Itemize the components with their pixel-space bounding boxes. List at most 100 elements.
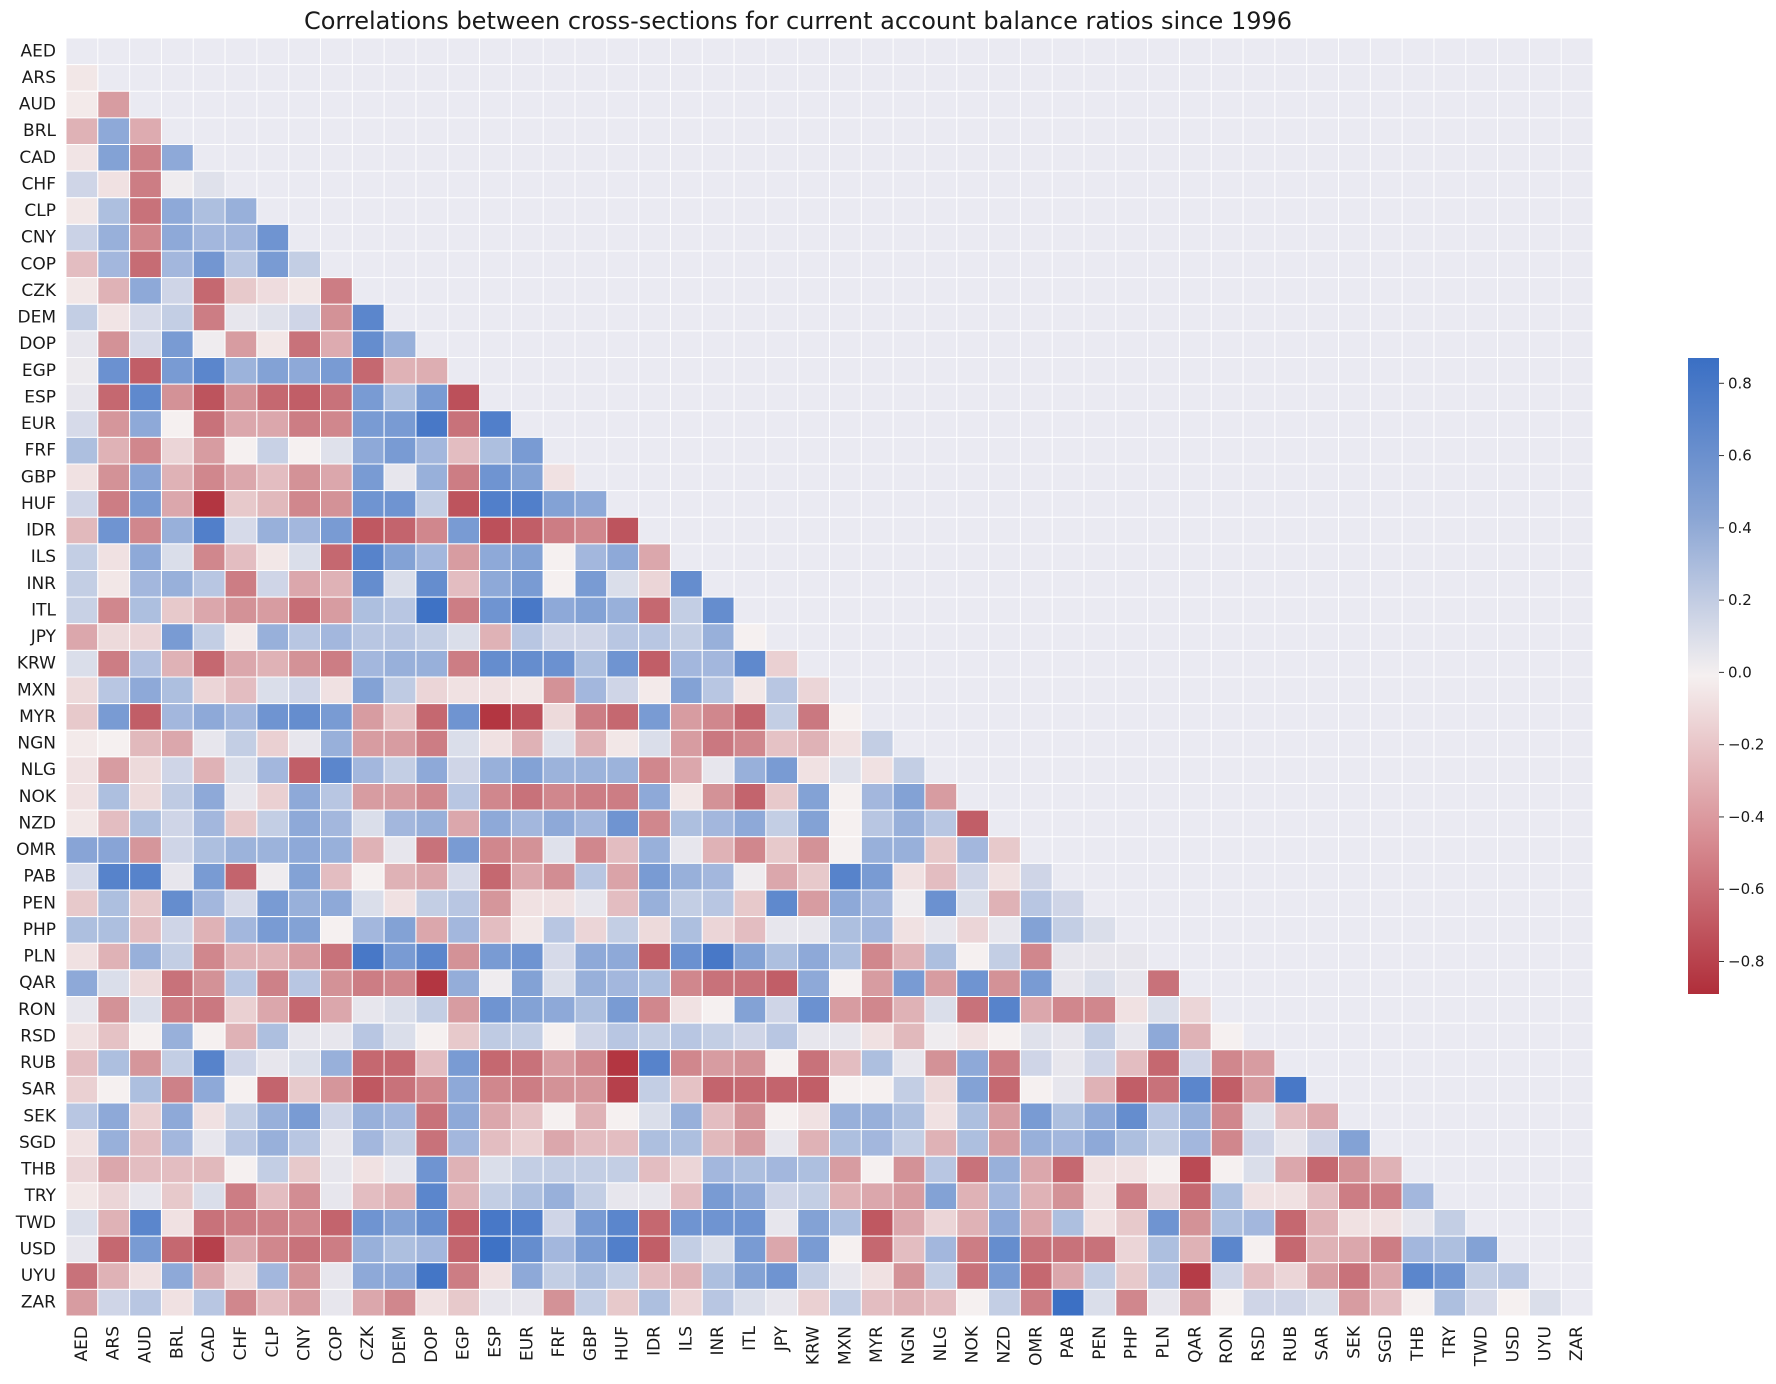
heatmap-cell <box>256 410 290 438</box>
heatmap-cell <box>1051 1022 1085 1051</box>
heatmap-cell <box>669 1102 703 1131</box>
heatmap-cell <box>1083 1262 1117 1290</box>
heatmap-cell <box>256 889 290 918</box>
heatmap-cell <box>542 1235 576 1264</box>
heatmap-cell <box>479 1235 512 1264</box>
heatmap-cell <box>701 862 735 891</box>
heatmap-cell <box>415 1155 449 1184</box>
heatmap-cell <box>224 570 258 598</box>
heatmap-cell <box>97 1102 131 1131</box>
y-tick-label: PLN <box>24 947 56 967</box>
heatmap-cell <box>320 490 353 518</box>
heatmap-cell <box>415 1209 449 1237</box>
heatmap-cell <box>351 649 385 678</box>
heatmap-cell <box>224 756 258 784</box>
heatmap-cell <box>288 330 321 358</box>
heatmap-cell <box>606 1182 640 1210</box>
y-tick-label: ESP <box>24 387 56 407</box>
heatmap-cell <box>65 1262 99 1290</box>
heatmap-cell <box>415 1102 449 1131</box>
heatmap-cell <box>860 1288 894 1317</box>
heatmap-cell <box>988 916 1021 944</box>
heatmap-cell <box>892 916 926 944</box>
y-tick-label: PHP <box>23 920 56 940</box>
heatmap-cell <box>320 676 353 705</box>
heatmap-cell <box>97 383 131 412</box>
heatmap-cell <box>1051 1155 1085 1184</box>
y-tick-label: NGN <box>17 734 56 754</box>
heatmap-cell <box>447 756 481 784</box>
heatmap-cell <box>320 516 353 545</box>
heatmap-cell <box>638 996 671 1024</box>
heatmap-cell <box>733 676 767 705</box>
heatmap-cell <box>320 1129 353 1157</box>
heatmap-cell <box>320 1102 353 1131</box>
heatmap-cell <box>510 703 544 731</box>
heatmap-cell <box>160 1235 194 1264</box>
heatmap-cell <box>320 596 353 625</box>
heatmap-cell <box>192 1182 226 1210</box>
heatmap-cell <box>510 1022 544 1051</box>
heatmap-cell <box>192 783 226 811</box>
heatmap-cell <box>669 1129 703 1157</box>
heatmap-cell <box>733 1022 767 1051</box>
heatmap-cell <box>701 783 735 811</box>
heatmap-cell <box>669 862 703 891</box>
y-tick-label: QAR <box>19 973 56 993</box>
heatmap-cell <box>988 1102 1021 1131</box>
heatmap-cell <box>765 889 799 918</box>
heatmap-cell <box>479 1102 512 1131</box>
heatmap-cell <box>797 862 830 891</box>
heatmap-cell <box>224 862 258 891</box>
heatmap-cell <box>160 1102 194 1131</box>
heatmap-cell <box>160 623 194 651</box>
heatmap-cell <box>701 1102 735 1131</box>
heatmap-cell <box>479 889 512 918</box>
heatmap-cell <box>415 596 449 625</box>
heatmap-cell <box>606 729 640 758</box>
heatmap-cell <box>606 1288 640 1317</box>
heatmap-cell <box>288 703 321 731</box>
heatmap-cell <box>638 1022 671 1051</box>
heatmap-cell <box>192 490 226 518</box>
heatmap-cell <box>1369 1209 1403 1237</box>
x-tick-label: TWD <box>1472 1326 1492 1367</box>
heatmap-cell <box>320 463 353 492</box>
heatmap-cell <box>351 516 385 545</box>
heatmap-cell <box>924 969 958 997</box>
heatmap-cell <box>1210 1209 1244 1237</box>
x-tick-label: PHP <box>1122 1326 1142 1359</box>
heatmap-cell <box>256 862 290 891</box>
heatmap-cell <box>351 1049 385 1077</box>
heatmap-cell <box>638 1075 671 1104</box>
heatmap-cell <box>288 942 321 971</box>
heatmap-cell <box>65 1155 99 1184</box>
heatmap-cell <box>574 596 608 625</box>
heatmap-cell <box>192 703 226 731</box>
heatmap-cell <box>765 1129 799 1157</box>
heatmap-cell <box>129 969 162 997</box>
heatmap-cell <box>97 1022 131 1051</box>
heatmap-cell <box>224 729 258 758</box>
heatmap-cell <box>510 649 544 678</box>
heatmap-cell <box>447 649 481 678</box>
heatmap-cell <box>574 729 608 758</box>
heatmap-cell <box>1210 1129 1244 1157</box>
heatmap-cell <box>1147 1022 1180 1051</box>
heatmap-cell <box>1051 1288 1085 1317</box>
heatmap-cell <box>224 277 258 305</box>
heatmap-cell <box>97 410 131 438</box>
heatmap-cell <box>510 1129 544 1157</box>
heatmap-cell <box>638 596 671 625</box>
heatmap-cell <box>510 1102 544 1131</box>
heatmap-cell <box>1242 1075 1276 1104</box>
heatmap-cell <box>383 623 417 651</box>
heatmap-cell <box>733 1209 767 1237</box>
heatmap-cell <box>192 1155 226 1184</box>
heatmap-cell <box>829 1262 862 1290</box>
heatmap-cell <box>765 783 799 811</box>
heatmap-cell <box>924 1235 958 1264</box>
heatmap-cell <box>383 1102 417 1131</box>
heatmap-cell <box>447 1235 481 1264</box>
heatmap-cell <box>860 969 894 997</box>
